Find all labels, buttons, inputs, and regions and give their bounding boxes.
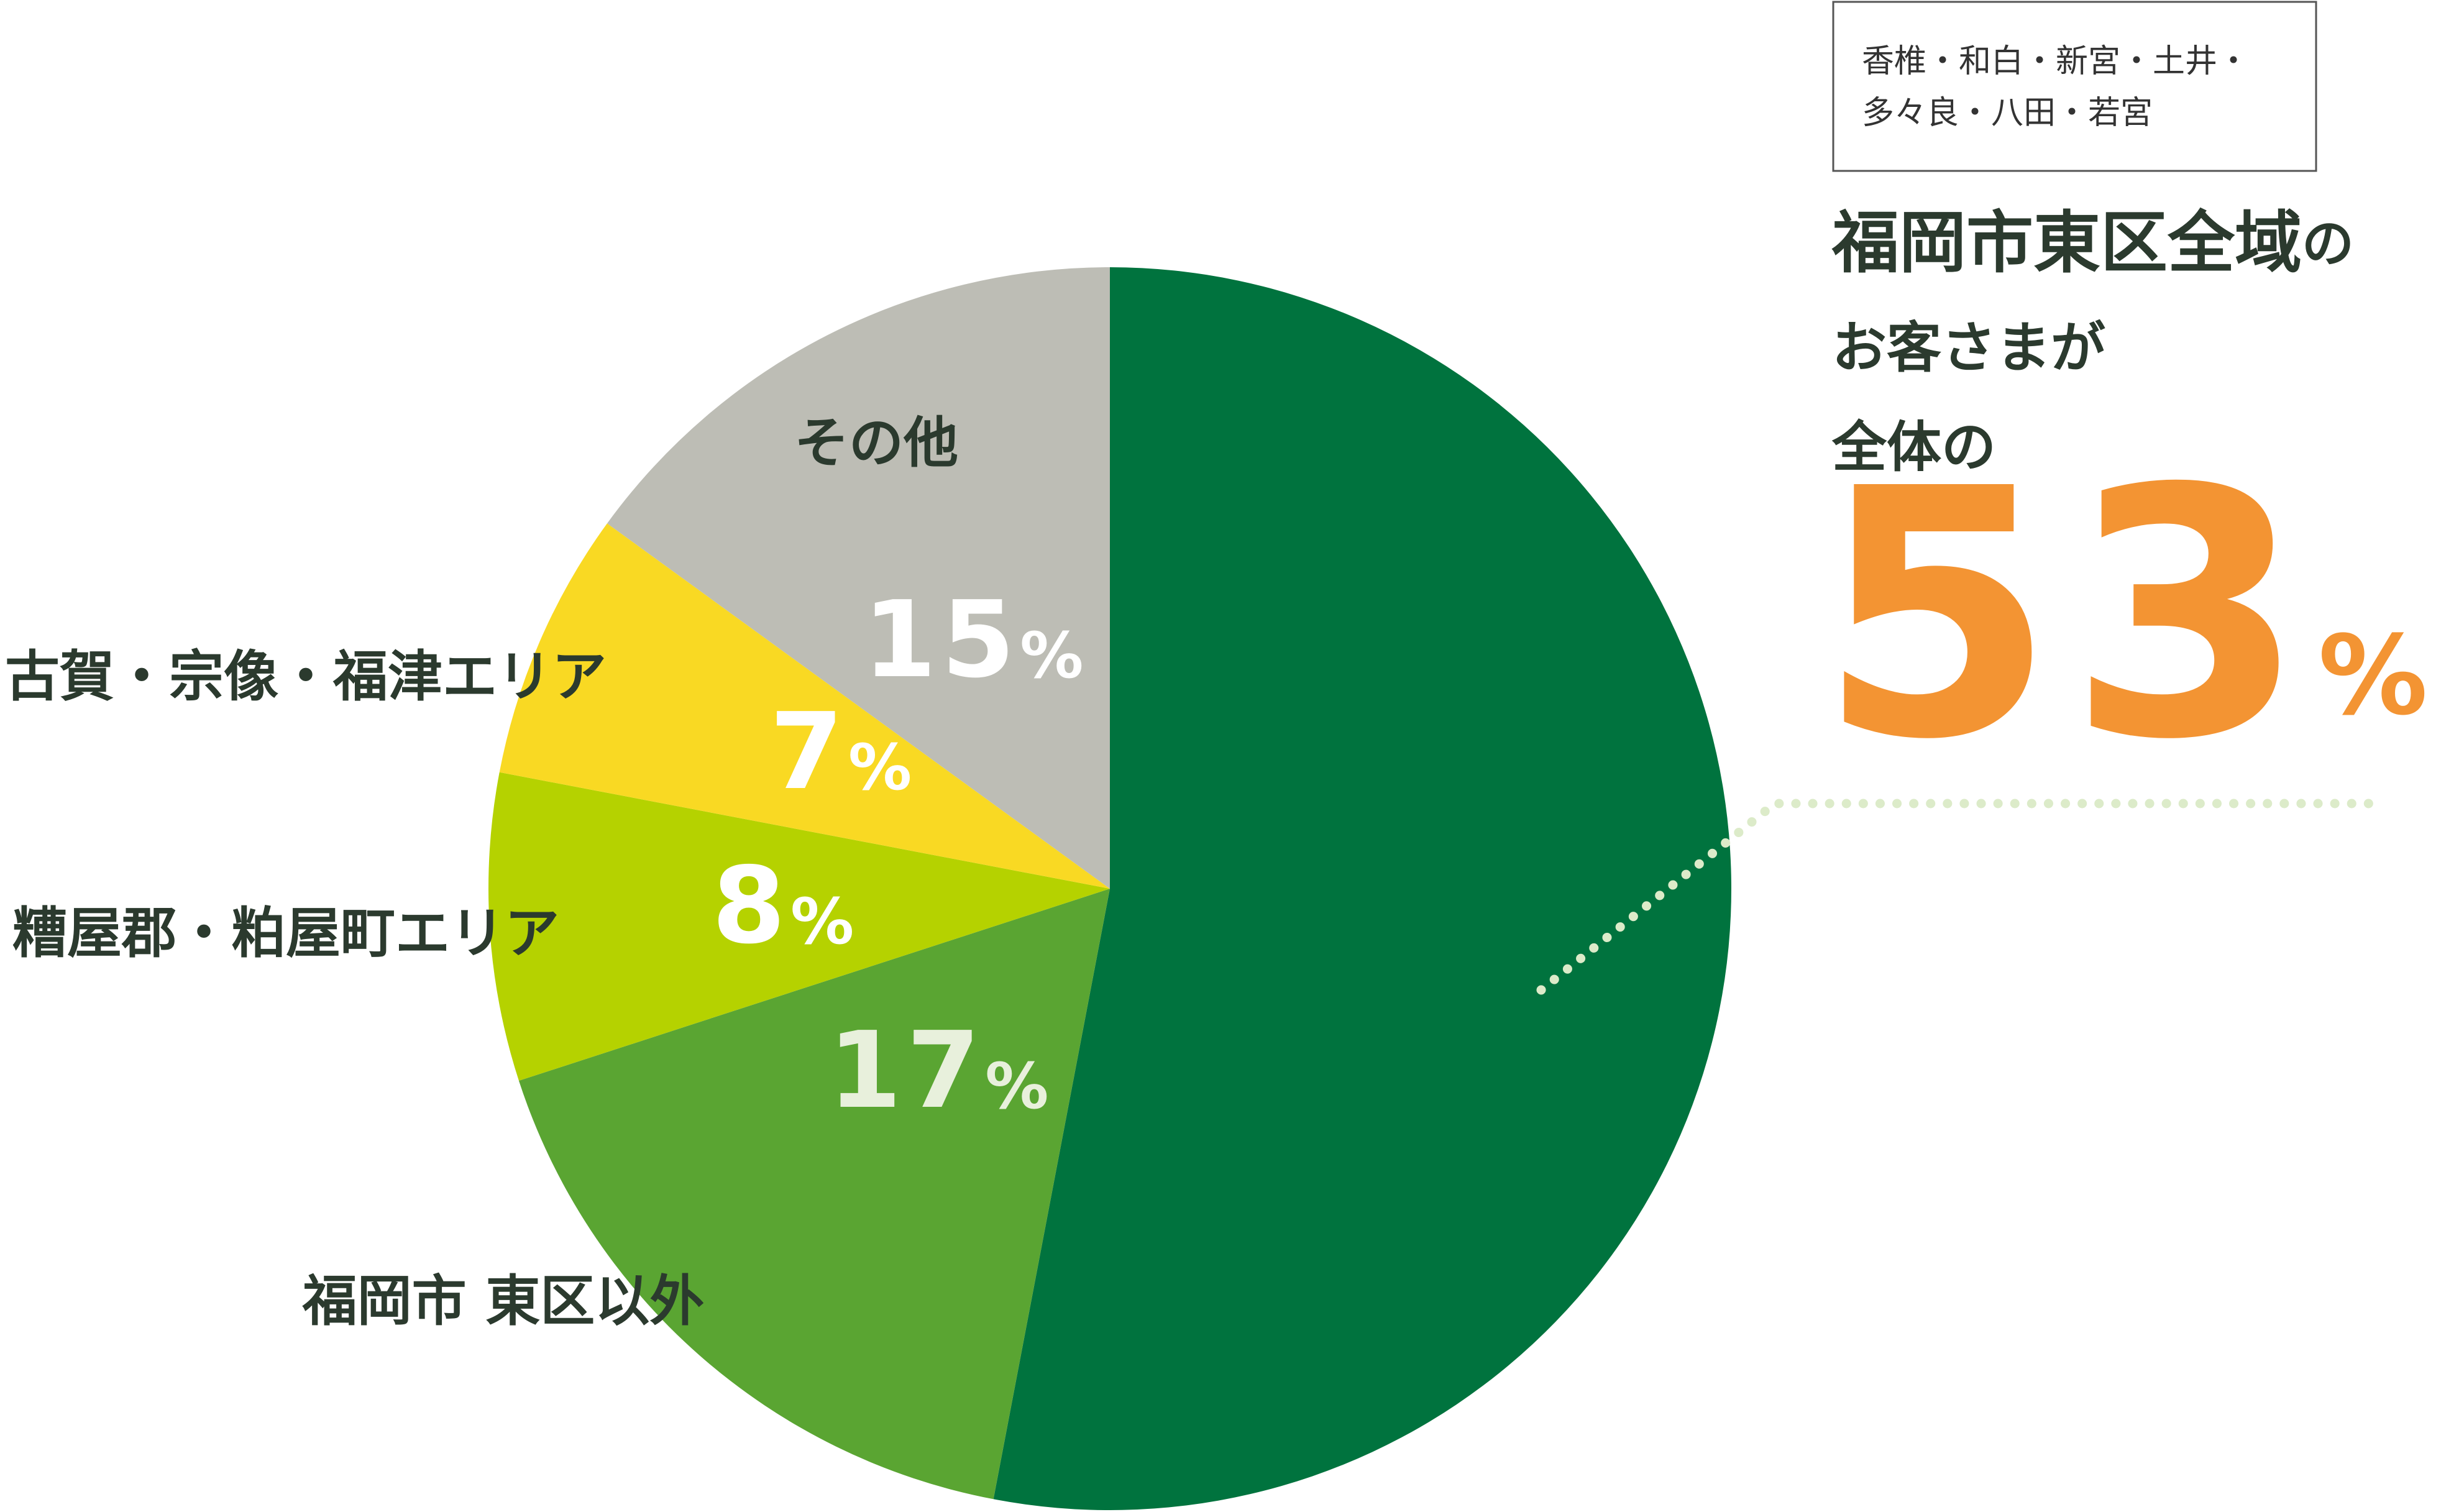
slice-label: 福岡市 東区以外 bbox=[302, 1269, 705, 1333]
pie-slice bbox=[993, 267, 1731, 1510]
pie-slice bbox=[518, 889, 1110, 1500]
value-label: 7% bbox=[770, 690, 912, 813]
area-list: 多々良・八田・若宮 bbox=[1862, 94, 2153, 132]
slice-label: 糟屋郡・粕屋町エリア bbox=[12, 901, 559, 965]
value-label: 15% bbox=[863, 579, 1084, 702]
callout-line: 全体の bbox=[1831, 415, 1996, 479]
area-list: 香椎・和白・新宮・土井・ bbox=[1862, 43, 2250, 80]
callout-line: お客さまが bbox=[1832, 316, 2105, 380]
slice-label: その他 bbox=[794, 411, 958, 475]
leader-line bbox=[1536, 799, 2387, 995]
value-label: 17% bbox=[828, 1009, 1049, 1132]
callout-title: 福岡市東区全域の bbox=[1831, 204, 2354, 282]
slice-label: 古賀・宗像・福津エリア bbox=[5, 644, 607, 708]
pie-slice bbox=[488, 772, 1110, 1081]
value-label: 8% bbox=[712, 845, 854, 968]
pie-slice bbox=[499, 523, 1110, 889]
callout-suffix: の bbox=[2302, 213, 2354, 274]
area-box bbox=[1832, 1, 2317, 172]
callout-category: 福岡市東区全域 bbox=[1831, 204, 2302, 282]
pie-slice bbox=[607, 267, 1110, 889]
value-label: 53% bbox=[1818, 416, 2428, 814]
